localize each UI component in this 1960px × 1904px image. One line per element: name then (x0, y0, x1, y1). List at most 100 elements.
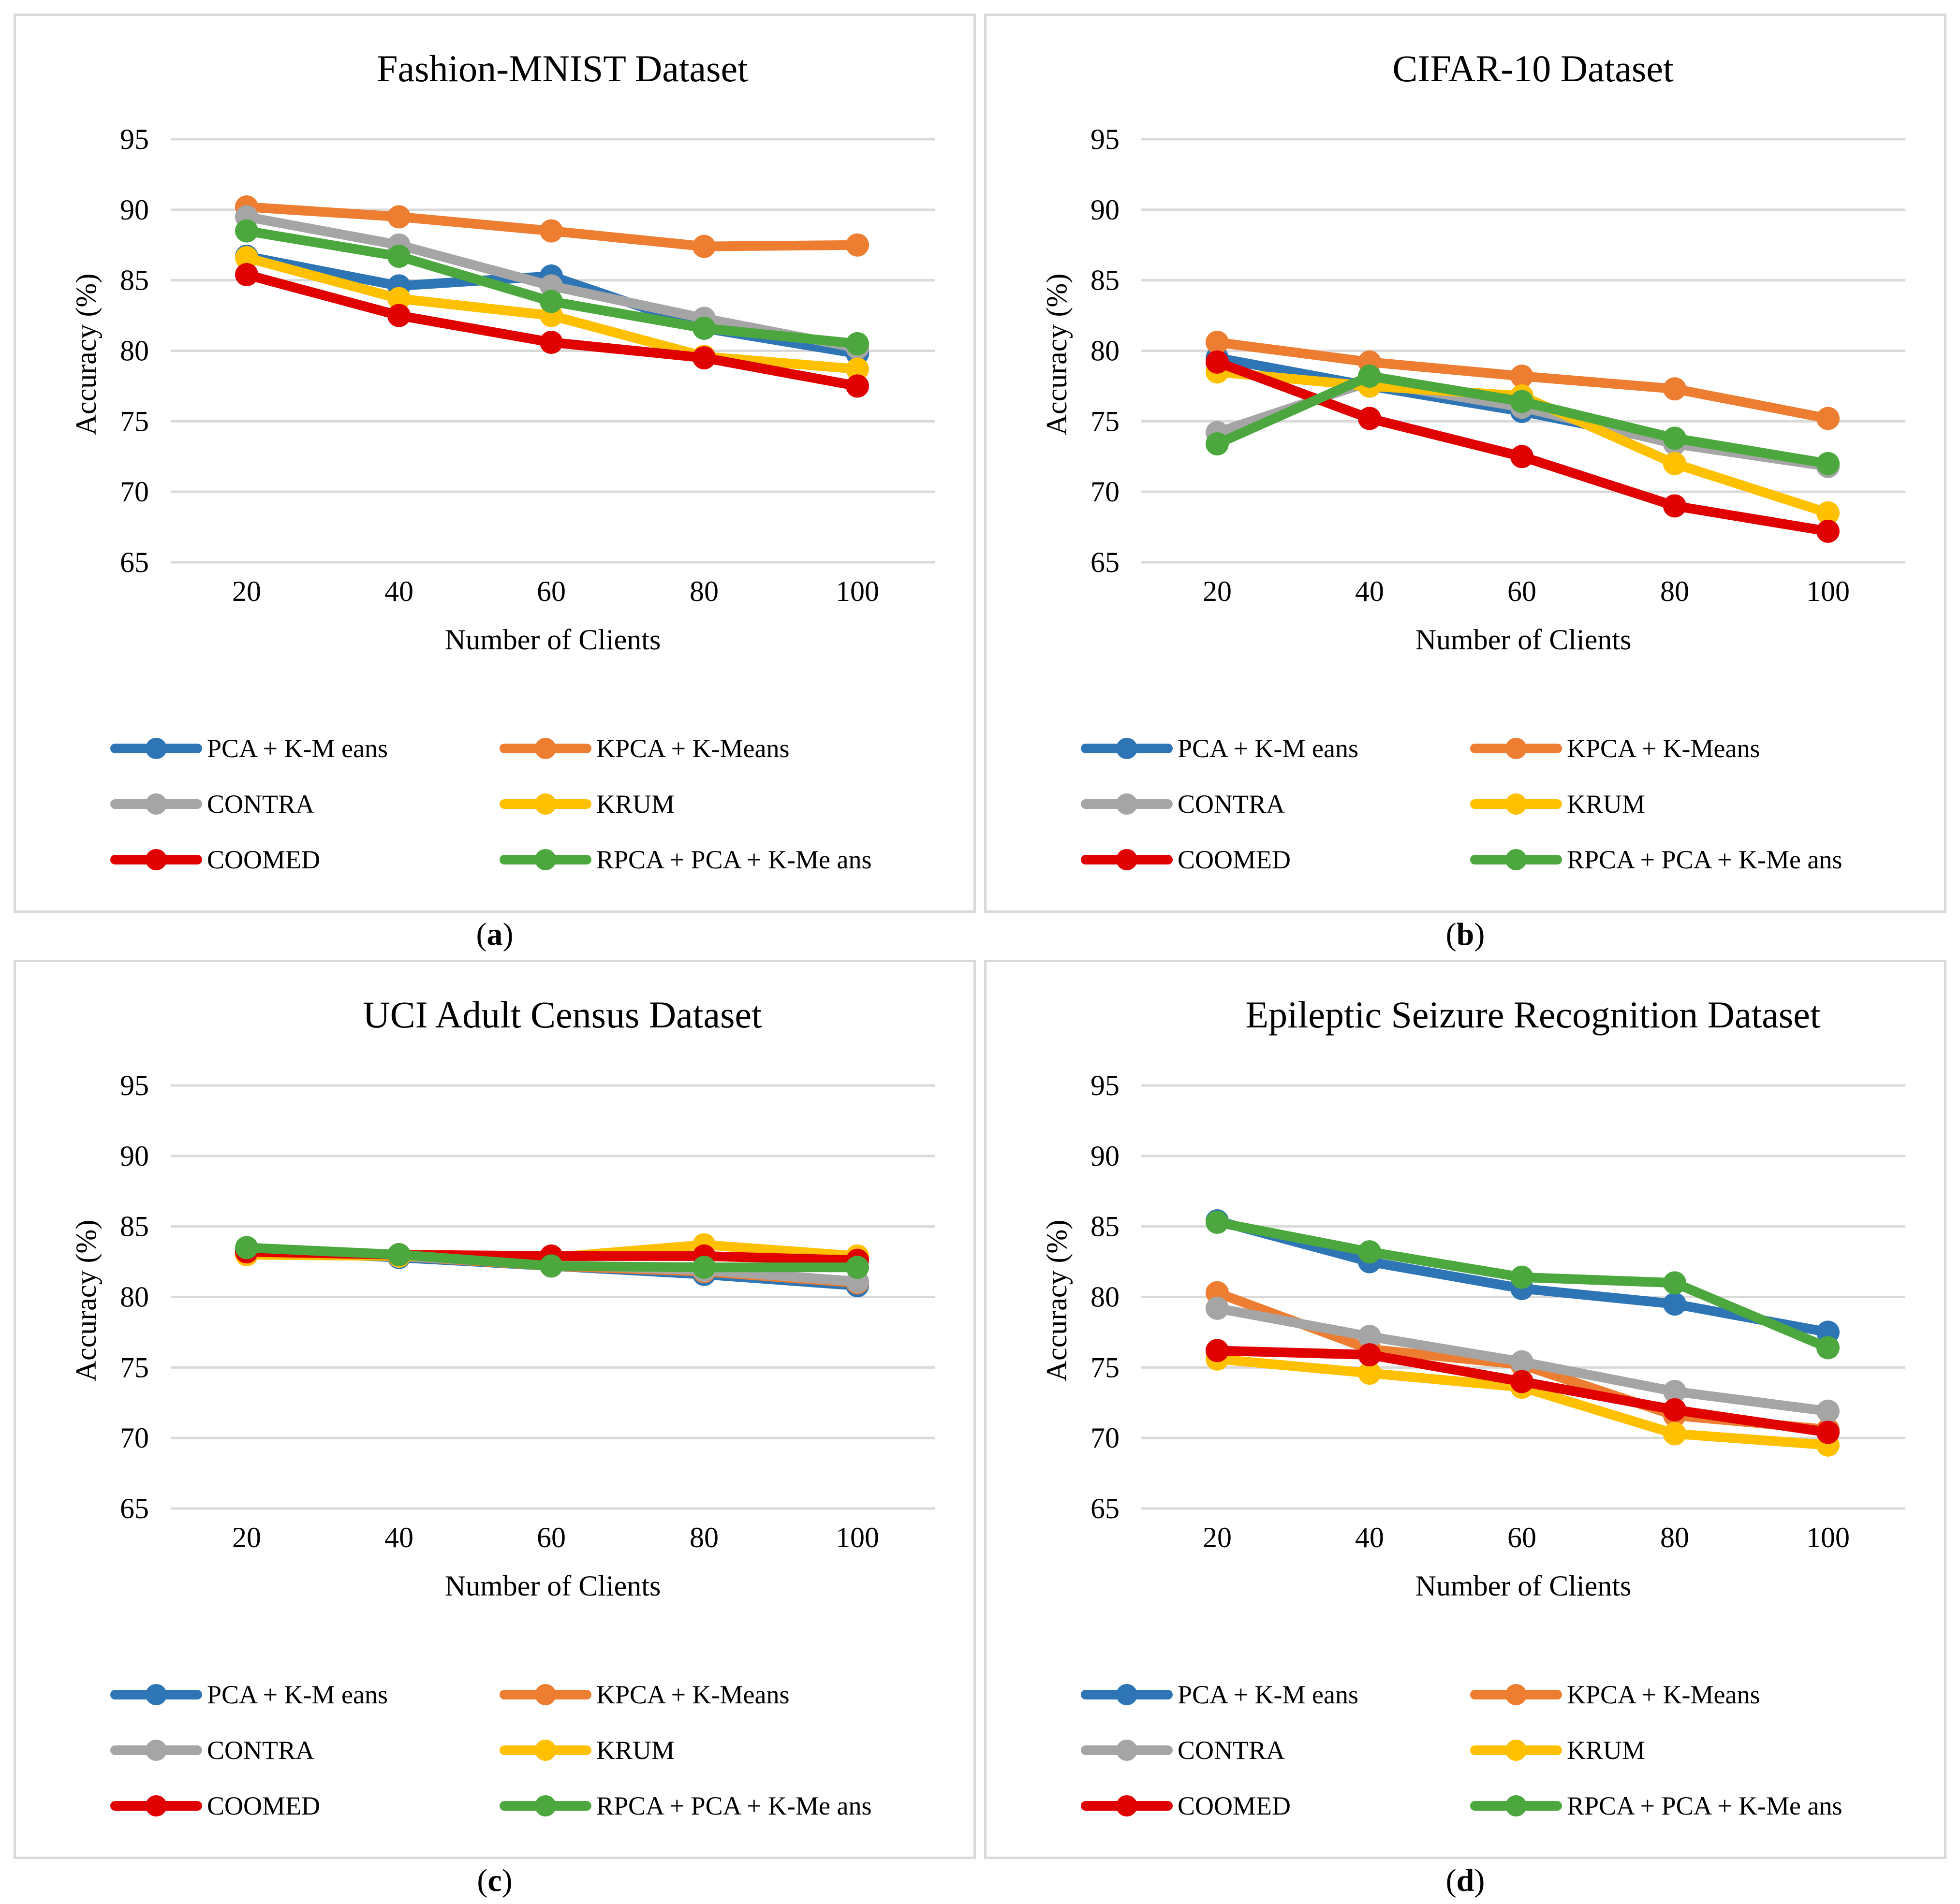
data-point (1663, 1398, 1686, 1421)
x-tick-label: 60 (537, 575, 566, 607)
data-point (1510, 445, 1533, 469)
legend-marker (535, 738, 556, 759)
chart-panel-d: Epileptic Seizure Recognition Dataset 65 7… (984, 960, 1946, 1859)
data-point (235, 263, 258, 286)
legend-label: PCA + K-M eans (207, 734, 388, 763)
data-point (1206, 432, 1229, 455)
chart-svg: UCI Adult Census Dataset 65 70 75 80 85 90 95 20… (70, 994, 935, 1820)
legend-label: RPCA + PCA + K-Me ans (1567, 845, 1842, 874)
data-point (846, 332, 869, 355)
legend-label: PCA + K-M eans (207, 1680, 388, 1709)
legend-marker (146, 1684, 167, 1705)
data-point (1206, 1210, 1229, 1234)
x-tick-label: 80 (690, 1522, 719, 1553)
legend-marker (535, 1684, 556, 1705)
x-tick-label: 20 (1203, 1522, 1232, 1553)
data-point (1510, 390, 1533, 413)
data-point (1663, 1379, 1686, 1403)
x-tick-label: 40 (1355, 1522, 1384, 1553)
data-point (1663, 1271, 1686, 1295)
y-tick-label: 75 (1091, 1351, 1120, 1383)
legend-marker (535, 849, 556, 870)
panel-caption: (c) (477, 1863, 513, 1898)
data-point (1816, 501, 1840, 525)
data-point (1510, 1350, 1533, 1374)
legend-marker (1505, 1684, 1527, 1705)
y-tick-label: 70 (1091, 1422, 1120, 1454)
x-tick-label: 40 (384, 575, 413, 607)
y-tick-label: 80 (120, 335, 149, 367)
y-tick-label: 75 (120, 405, 149, 437)
data-point (846, 374, 869, 398)
chart-panel-a: Fashion-MNIST Dataset 65 70 75 80 85 90 95 20 40 6… (14, 14, 976, 913)
y-tick-label: 90 (120, 1140, 149, 1172)
y-tick-label: 80 (1091, 335, 1120, 367)
legend-marker (146, 738, 167, 759)
legend-label: KRUM (596, 1736, 675, 1765)
legend-marker (1505, 1795, 1527, 1816)
data-point (1206, 1339, 1229, 1362)
data-point (387, 245, 411, 268)
y-tick-label: 65 (120, 546, 149, 578)
data-point (1663, 1292, 1686, 1316)
y-tick-label: 80 (1091, 1281, 1120, 1313)
legend-label: CONTRA (1178, 790, 1285, 819)
data-point (1358, 1343, 1381, 1367)
legend-label: KRUM (1567, 1736, 1645, 1765)
chart-panel-c: UCI Adult Census Dataset 65 70 75 80 85 90 95 20… (14, 960, 976, 1859)
x-tick-label: 100 (1806, 1522, 1850, 1553)
legend-label: KPCA + K-Means (1567, 734, 1760, 763)
y-axis-label: Accuracy (%) (70, 274, 102, 436)
legend-marker (535, 1740, 556, 1761)
legend-marker (1116, 738, 1137, 759)
legend-label: PCA + K-M eans (1178, 734, 1358, 763)
x-tick-label: 60 (537, 1522, 566, 1553)
y-tick-label: 65 (1091, 546, 1120, 578)
legend-marker (146, 1740, 167, 1761)
y-axis-label: Accuracy (%) (1041, 274, 1073, 436)
legend-label: COOMED (207, 845, 320, 874)
data-point (540, 290, 563, 313)
legend-marker (1505, 793, 1527, 815)
legend-label: RPCA + PCA + K-Me ans (596, 1791, 872, 1820)
data-point (1206, 350, 1229, 374)
legend-label: PCA + K-M eans (1178, 1680, 1358, 1709)
data-point (1206, 1296, 1229, 1320)
data-point (693, 316, 716, 340)
legend-marker (146, 1795, 167, 1816)
legend-marker (1116, 1740, 1137, 1761)
legend-label: KRUM (1567, 790, 1645, 819)
x-axis-label: Number of Clients (445, 1570, 661, 1602)
chart-title: Fashion-MNIST Dataset (377, 47, 748, 89)
x-axis-label: Number of Clients (445, 624, 661, 656)
legend-marker (1116, 793, 1137, 815)
legend-label: KRUM (596, 790, 675, 819)
y-tick-label: 85 (120, 1211, 149, 1243)
data-point (387, 1243, 411, 1266)
legend-marker (1505, 738, 1527, 759)
data-point (1510, 1370, 1533, 1393)
y-tick-label: 70 (120, 1422, 149, 1454)
legend-marker (1116, 1684, 1137, 1705)
x-tick-label: 80 (690, 575, 719, 607)
chart-panel-b: CIFAR-10 Dataset 65 70 75 80 85 90 95 20 40 60 80 10… (984, 14, 1946, 913)
legend-label: KPCA + K-Means (596, 1680, 789, 1709)
data-point (1816, 1421, 1840, 1444)
y-tick-label: 70 (1091, 476, 1120, 508)
panel-caption: (d) (1445, 1863, 1485, 1898)
x-tick-label: 20 (1203, 575, 1232, 607)
legend-marker (146, 793, 167, 815)
data-point (1816, 452, 1840, 475)
legend-label: RPCA + PCA + K-Me ans (1567, 1791, 1842, 1820)
y-tick-label: 65 (1091, 1493, 1120, 1524)
data-point (1510, 365, 1533, 388)
data-point (846, 1256, 869, 1279)
legend-label: CONTRA (1178, 1736, 1285, 1765)
chart-title: UCI Adult Census Dataset (363, 994, 762, 1036)
y-tick-label: 75 (120, 1351, 149, 1383)
legend-marker (1505, 849, 1527, 870)
legend-marker (1505, 1740, 1527, 1761)
data-point (1816, 1399, 1840, 1423)
panel-caption-letter: c (487, 1863, 502, 1898)
data-point (387, 287, 411, 310)
